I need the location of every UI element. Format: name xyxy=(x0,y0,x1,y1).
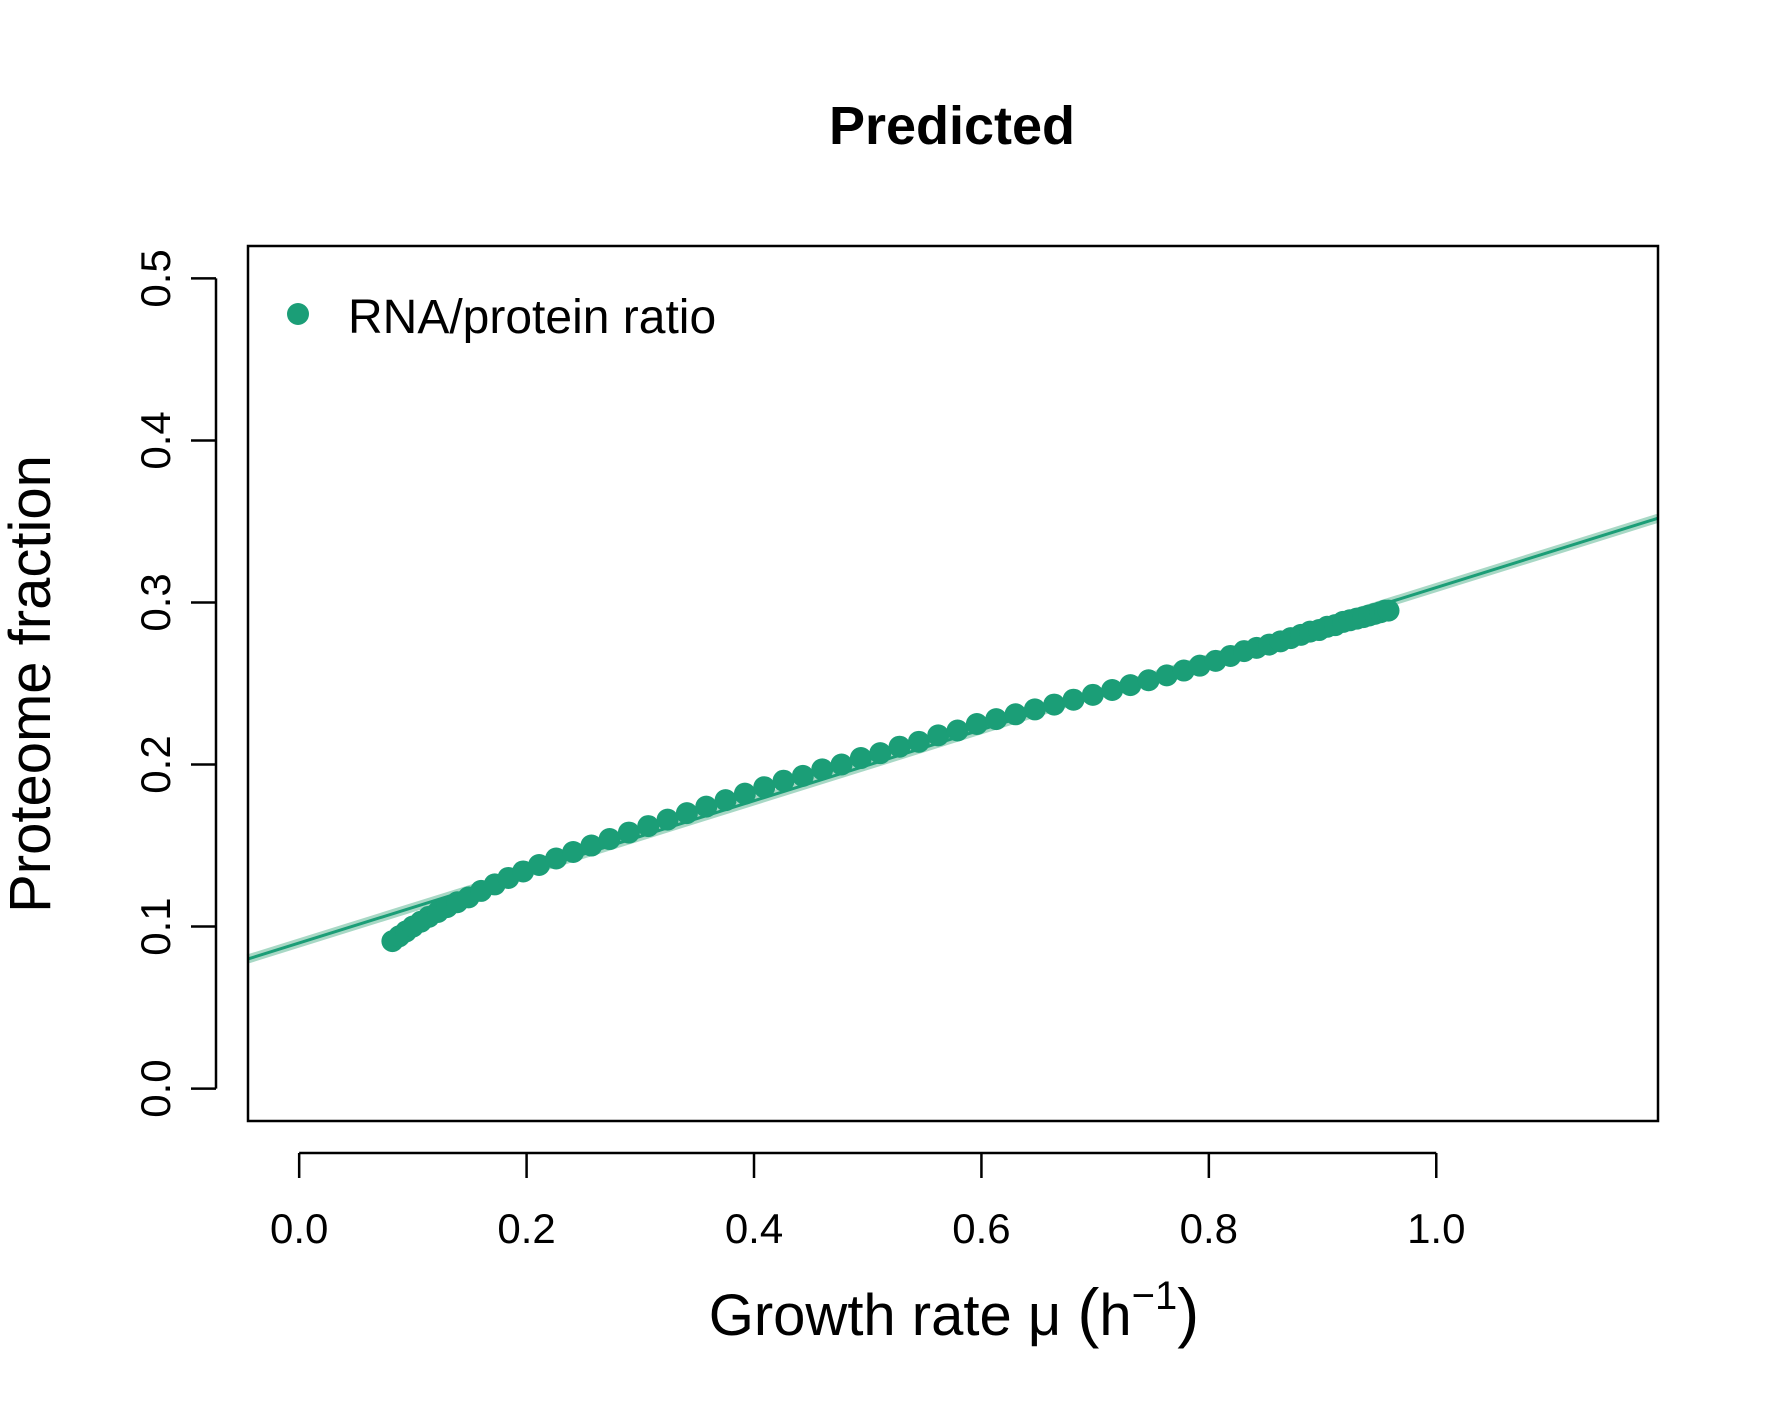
x-tick-label: 0.4 xyxy=(725,1205,783,1252)
data-point xyxy=(869,742,892,765)
x-tick-label: 0.0 xyxy=(270,1205,328,1252)
data-point xyxy=(772,769,795,792)
data-point xyxy=(1377,599,1400,622)
x-axis-title: Growth rate μ (h−1) xyxy=(709,1274,1200,1349)
data-point xyxy=(528,853,551,876)
data-point xyxy=(1137,669,1160,692)
data-point xyxy=(985,708,1008,731)
plot-area xyxy=(246,513,1660,964)
y-tick-label: 0.1 xyxy=(132,897,179,955)
y-axis: 0.0 0.1 0.2 0.3 0.4 0.5 xyxy=(132,249,218,1118)
data-point xyxy=(545,847,568,870)
data-point xyxy=(1062,688,1085,711)
data-point xyxy=(598,828,621,851)
chart-title: Predicted xyxy=(829,96,1075,156)
data-point xyxy=(637,815,660,838)
legend-marker xyxy=(287,303,309,325)
y-tick-label: 0.3 xyxy=(132,573,179,631)
data-point xyxy=(1155,664,1178,687)
y-tick-label: 0.4 xyxy=(132,411,179,469)
data-point xyxy=(1023,698,1046,721)
data-point xyxy=(907,730,930,753)
y-tick-label: 0.5 xyxy=(132,249,179,307)
data-point xyxy=(791,764,814,787)
data-point xyxy=(753,776,776,799)
data-point xyxy=(1081,683,1104,706)
data-point xyxy=(695,795,718,818)
data-point xyxy=(1101,678,1124,701)
data-point xyxy=(617,821,640,844)
x-axis-title-open-paren: ( xyxy=(1077,1275,1099,1349)
data-point xyxy=(733,782,756,805)
data-point xyxy=(1004,703,1027,726)
data-point xyxy=(580,834,603,857)
data-point xyxy=(1043,693,1066,716)
y-tick-label: 0.0 xyxy=(132,1059,179,1117)
x-axis: 0.0 0.2 0.4 0.6 0.8 1.0 xyxy=(270,1151,1465,1252)
data-point xyxy=(714,789,737,812)
data-point xyxy=(927,724,950,747)
x-axis-title-exponent: −1 xyxy=(1132,1274,1178,1318)
data-point xyxy=(811,758,834,781)
x-axis-title-unit: h xyxy=(1099,1283,1131,1348)
y-tick-label: 0.2 xyxy=(132,735,179,793)
legend: RNA/protein ratio xyxy=(287,291,716,344)
data-point xyxy=(965,713,988,736)
legend-label: RNA/protein ratio xyxy=(348,291,716,344)
x-tick-label: 0.6 xyxy=(952,1205,1010,1252)
data-point xyxy=(946,719,969,742)
x-tick-label: 0.2 xyxy=(497,1205,555,1252)
data-point xyxy=(562,841,585,864)
data-point xyxy=(849,747,872,770)
data-point xyxy=(888,735,911,758)
x-axis-title-close-paren: ) xyxy=(1177,1275,1199,1349)
x-tick-label: 0.8 xyxy=(1180,1205,1238,1252)
x-tick-label: 1.0 xyxy=(1407,1205,1465,1252)
data-point xyxy=(675,802,698,825)
x-axis-title-main: Growth rate μ xyxy=(709,1283,1078,1348)
plot-frame xyxy=(246,244,1660,1123)
y-axis-title: Proteome fraction xyxy=(0,455,63,913)
data-point xyxy=(656,808,679,831)
data-point xyxy=(830,753,853,776)
data-point xyxy=(1119,674,1142,697)
